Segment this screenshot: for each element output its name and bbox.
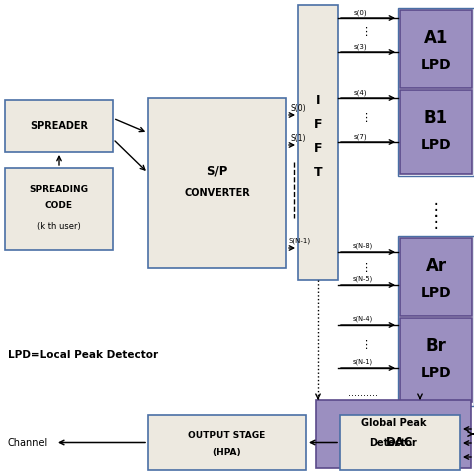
Text: A1: A1 [424,29,448,47]
Text: LPD=Local Peak Detector: LPD=Local Peak Detector [8,350,158,360]
Text: ⋮: ⋮ [360,263,372,273]
Text: s(N-5): s(N-5) [353,276,373,282]
Text: DAC: DAC [386,436,414,449]
Text: s(N-8): s(N-8) [353,243,373,249]
Bar [5,168,113,250]
Text: SPREADER: SPREADER [30,121,88,131]
Bar [400,238,472,316]
Text: T: T [314,166,322,179]
Text: Br: Br [426,337,447,355]
Text: (HPA): (HPA) [213,447,241,456]
Text: s(0): s(0) [353,10,367,16]
Text: s(3): s(3) [353,44,367,50]
Text: s(N-1): s(N-1) [353,359,373,365]
Text: CODE: CODE [45,201,73,210]
Text: ⋮: ⋮ [428,213,444,231]
Text: OUTPUT STAGE: OUTPUT STAGE [188,430,265,439]
Text: S(1): S(1) [290,134,306,143]
Text: CONVERTER: CONVERTER [184,188,250,198]
Text: Global Peak: Global Peak [361,418,426,428]
Bar [148,98,286,268]
Text: B1: B1 [424,109,448,127]
Text: ⋮: ⋮ [360,340,372,350]
Text: LPD: LPD [421,286,451,300]
Text: LPD: LPD [421,366,451,380]
Bar [398,236,474,406]
Bar [400,90,472,174]
Text: LPD: LPD [421,58,451,72]
Bar [400,318,472,402]
Text: LPD: LPD [421,138,451,152]
Text: s(N-4): s(N-4) [353,316,373,322]
Text: S(0): S(0) [290,103,306,112]
Text: SPREADING: SPREADING [29,185,89,194]
Text: ..........: .......... [348,388,378,398]
Bar [340,415,460,470]
Text: ⋮: ⋮ [428,201,444,219]
Text: (k th user): (k th user) [37,221,81,230]
Bar [400,10,472,88]
Bar [398,8,474,176]
Bar [148,415,306,470]
Text: F: F [314,118,322,131]
Bar [316,400,471,468]
Bar [298,5,338,280]
Text: ⋮: ⋮ [360,113,372,123]
Text: ⋮: ⋮ [360,27,372,37]
Bar [5,100,113,152]
Text: Ar: Ar [426,257,447,275]
Text: Detector: Detector [370,438,418,448]
Text: F: F [314,142,322,155]
Text: Channel: Channel [8,438,48,447]
Text: S/P: S/P [206,164,228,177]
Text: I: I [316,94,320,107]
Text: s(4): s(4) [353,90,367,96]
Text: S(N-1): S(N-1) [289,238,311,244]
Text: s(7): s(7) [353,134,367,140]
